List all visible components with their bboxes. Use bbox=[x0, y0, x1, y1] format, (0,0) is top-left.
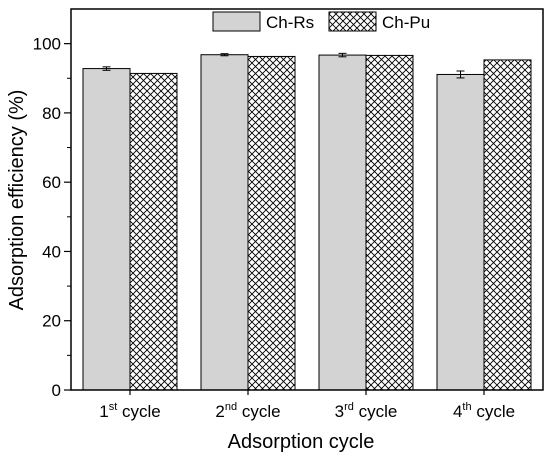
x-tick-label-4: 4th cycle bbox=[453, 401, 515, 421]
bar-ch-pu-1 bbox=[129, 72, 178, 391]
legend-label-ch-rs: Ch-Rs bbox=[266, 13, 314, 32]
bars-layer bbox=[82, 52, 532, 391]
legend-swatch-ch-rs bbox=[212, 11, 261, 32]
bar-ch-pu-2 bbox=[247, 55, 296, 391]
bar-ch-pu-3 bbox=[365, 54, 414, 391]
labels-layer: 1st cycle 2nd cycle 3rd cycle 4th cycle 0 20 4… bbox=[33, 35, 515, 421]
x-tick-label-3: 3rd cycle bbox=[335, 401, 398, 421]
y-tick-label: 0 bbox=[52, 381, 61, 400]
y-tick-label: 80 bbox=[42, 104, 61, 123]
legend: Ch-Rs Ch-Pu bbox=[212, 11, 430, 32]
x-tick-label-2: 2nd cycle bbox=[215, 401, 280, 421]
y-tick-label: 40 bbox=[42, 242, 61, 261]
x-tick-label-1: 1st cycle bbox=[99, 401, 161, 421]
axes-layer bbox=[64, 8, 544, 395]
bar-ch-rs-2 bbox=[200, 54, 249, 391]
y-axis-title: Adsorption efficiency (%) bbox=[6, 90, 28, 311]
y-tick-label: 60 bbox=[42, 173, 61, 192]
bar-ch-rs-3 bbox=[318, 54, 367, 391]
bar-ch-rs-1 bbox=[82, 68, 131, 391]
plot-frame bbox=[70, 8, 544, 391]
bar-ch-rs-4 bbox=[436, 73, 485, 391]
legend-label-ch-pu: Ch-Pu bbox=[382, 13, 430, 32]
y-tick-label: 100 bbox=[33, 35, 61, 54]
legend-swatch-ch-pu bbox=[328, 11, 377, 32]
bar-ch-pu-4 bbox=[483, 59, 532, 391]
x-axis-title: Adsorption cycle bbox=[228, 431, 375, 453]
y-tick-label: 20 bbox=[42, 312, 61, 331]
